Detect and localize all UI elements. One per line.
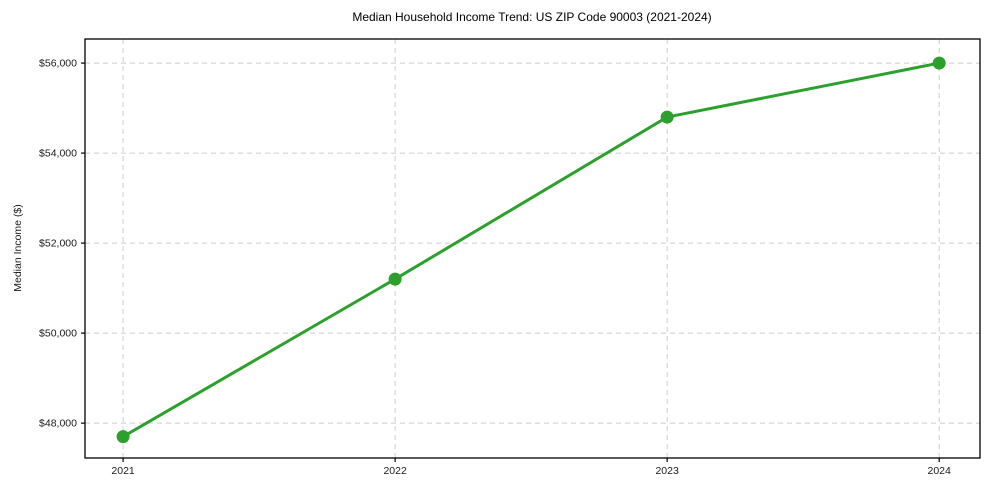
y-tick-label: $56,000 (39, 58, 77, 70)
data-point-2023 (660, 110, 674, 124)
data-point-2022 (388, 272, 402, 286)
y-tick-label: $52,000 (39, 238, 77, 250)
income-line (121, 61, 941, 439)
y-tick-label: $48,000 (39, 418, 77, 430)
y-tick-label: $50,000 (39, 328, 77, 340)
x-tick-label: 2024 (928, 465, 952, 477)
y-axis-label: Median Income ($) (12, 204, 24, 292)
plot-border (84, 38, 981, 459)
data-point-2024 (932, 56, 946, 70)
x-tick-label: 2021 (111, 465, 135, 477)
chart-title: Median Household Income Trend: US ZIP Co… (352, 10, 711, 24)
x-tick-label: 2022 (383, 465, 407, 477)
y-tick-label: $54,000 (39, 148, 77, 160)
x-tick-label: 2023 (655, 465, 679, 477)
data-point-2021 (116, 430, 130, 444)
chart-layer: $48,000 $50,000 $52,000 $54,000 $56,000 2021 2… (39, 38, 981, 477)
